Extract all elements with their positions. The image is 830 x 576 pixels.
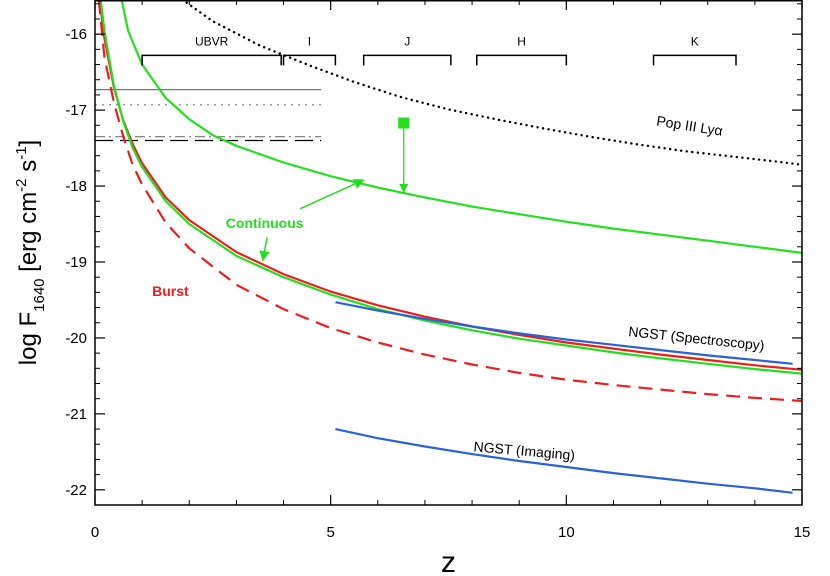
y-axis-title-part: ] — [15, 140, 42, 147]
y-tick-label: -17 — [65, 102, 87, 119]
y-axis-title-part: -2 — [13, 178, 30, 191]
band-bracket-h — [476, 54, 568, 66]
y-axis-title-part: -1 — [13, 146, 30, 159]
plot-frame — [94, 0, 803, 506]
band-label-ubvr: UBVR — [195, 34, 229, 48]
y-tick-label: -16 — [65, 26, 87, 43]
band-bracket-j — [362, 54, 452, 66]
band-bracket-ubvr — [141, 54, 282, 66]
y-axis-title-part: 1640 — [31, 278, 48, 311]
annotation-continuous: Continuous — [226, 215, 304, 231]
annotation-burst: Burst — [152, 283, 189, 299]
data-marker — [398, 117, 410, 129]
band-label-j: J — [404, 34, 410, 48]
band-bracket-k — [652, 54, 737, 66]
x-tick-label: 15 — [794, 524, 811, 541]
y-tick-label: -18 — [65, 178, 87, 195]
y-axis-title-part: [erg cm — [15, 192, 42, 279]
y-axis-title: log F1640 [erg cm-2 s-1] — [13, 140, 48, 365]
series-continuous-lower — [99, 0, 802, 375]
annotation-ngst-imaging: NGST (Imaging) — [473, 438, 576, 463]
series-continuous-upper — [120, 0, 802, 254]
x-axis-title: z — [441, 546, 456, 576]
y-tick-label: -21 — [65, 406, 87, 423]
y-tick-label: -20 — [65, 330, 87, 347]
band-label-k: K — [691, 34, 699, 48]
band-label-i: I — [308, 34, 311, 48]
y-tick-label: -19 — [65, 254, 87, 271]
band-bracket-i — [282, 54, 337, 66]
annotation-pop-iii-ly: Pop III Lyα — [655, 113, 723, 139]
series-burst-dashed — [97, 0, 802, 403]
series-ngst-imaging — [335, 428, 793, 494]
x-tick-label: 10 — [558, 524, 575, 541]
band-label-h: H — [517, 34, 526, 48]
series-pop-iii-ly — [180, 0, 802, 166]
continuous-pointer-lower — [259, 237, 270, 262]
y-tick-label: -22 — [65, 482, 87, 499]
y-axis-title-part: log F — [15, 312, 42, 365]
y-axis-title-part: s — [15, 160, 42, 179]
series-ngst-spectroscopy — [335, 301, 793, 365]
continuous-pointer-upper — [299, 179, 365, 210]
x-tick-label: 0 — [91, 524, 99, 541]
x-tick-label: 5 — [326, 524, 334, 541]
